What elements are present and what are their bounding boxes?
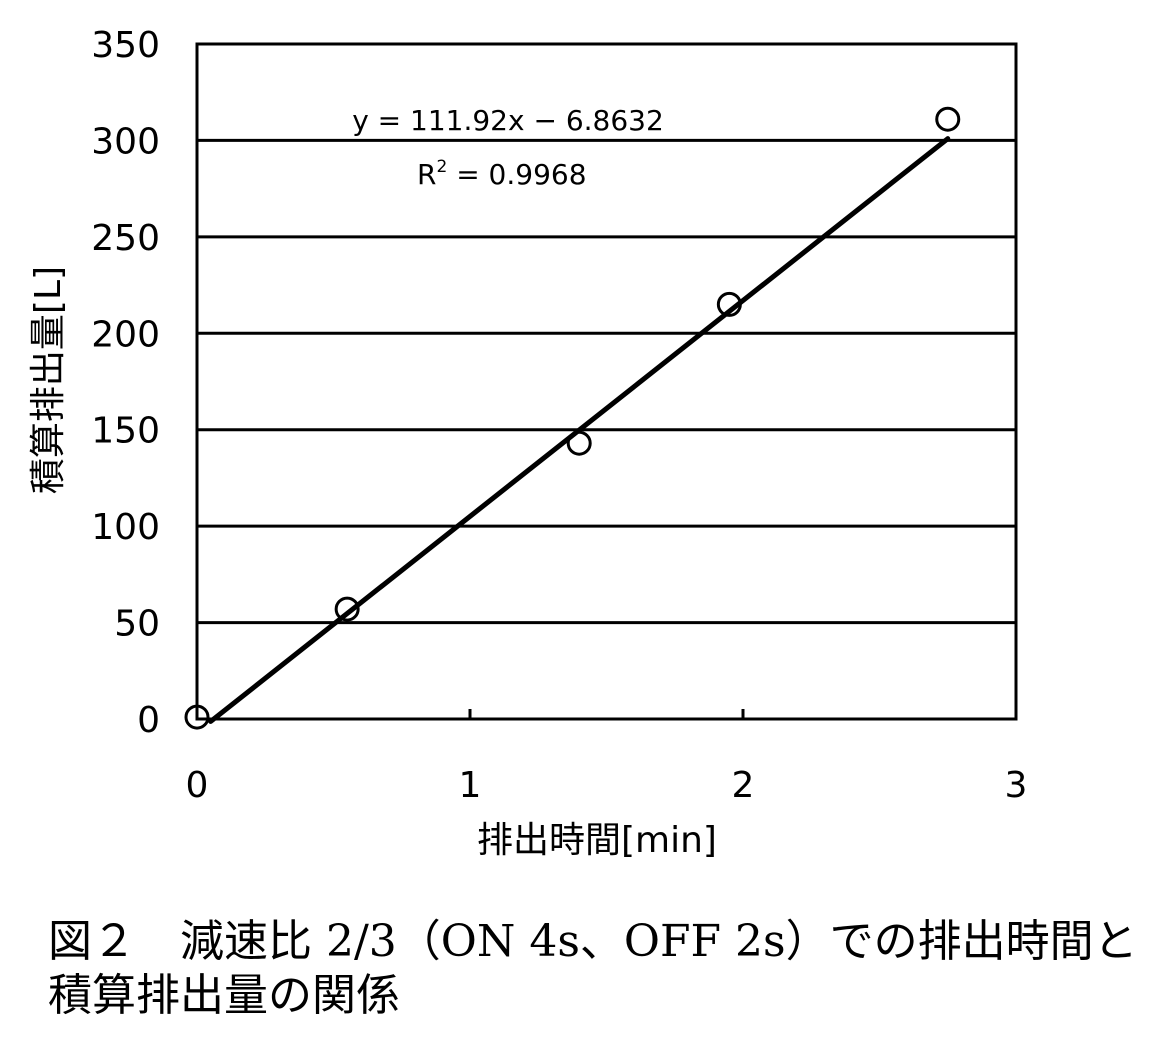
figure-caption: 図２ 減速比 2/3（ON 4s、OFF 2s）での排出時間と 積算排出量の関係 [48,915,1158,1023]
chart: 0 50 100 150 200 250 300 350 0 1 2 3 y = 111.92x −… [28,25,1028,861]
x-tick-marks [468,709,745,719]
r-squared-symbol: R [417,158,436,191]
data-point [184,704,210,730]
y-tick-label-100: 100 [91,507,160,548]
y-tick-label-200: 200 [91,314,160,355]
chart-svg: 0 50 100 150 200 250 300 350 0 1 2 3 y = 111.92x −… [28,25,1028,861]
data-point [334,596,360,622]
x-tick-labels: 0 1 2 3 [186,765,1028,806]
plot-frame [195,42,1018,721]
trendline-equation: y = 111.92x − 6.8632 [352,104,664,137]
gridlines [197,138,1016,625]
caption-line-2: 積算排出量の関係 [48,970,400,1021]
y-tick-label-150: 150 [91,411,160,452]
x-tick-label-2: 2 [732,765,755,806]
x-tick-label-0: 0 [186,765,209,806]
y-tick-label-300: 300 [91,121,160,162]
r-squared-superscript: 2 [436,157,447,177]
r-squared-label: R2 = 0.9968 [417,157,587,191]
y-tick-label-0: 0 [137,700,160,741]
y-tick-label-50: 50 [114,604,160,645]
x-tick-label-1: 1 [459,765,482,806]
caption-line-1: 図２ 減速比 2/3（ON 4s、OFF 2s）での排出時間と [48,916,1138,967]
r-squared-value: = 0.9968 [447,158,586,191]
y-tick-label-350: 350 [91,25,160,66]
data-point [935,106,961,132]
y-tick-label-250: 250 [91,218,160,259]
data-points [184,106,961,730]
data-point [716,291,742,317]
data-point [566,430,592,456]
y-axis-label: 積算排出量[L] [28,266,69,494]
y-tick-labels: 0 50 100 150 200 250 300 350 [91,25,160,741]
x-axis-label: 排出時間[min] [477,820,717,861]
x-tick-label-3: 3 [1005,765,1028,806]
trendline [208,136,951,724]
